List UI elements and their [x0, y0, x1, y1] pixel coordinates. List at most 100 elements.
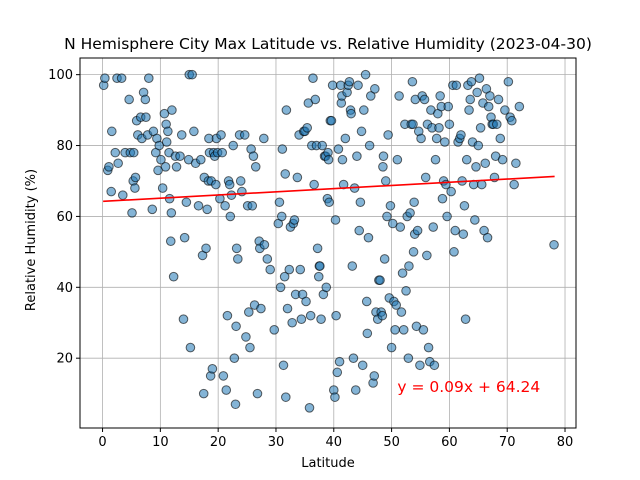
data-point-25 — [141, 112, 151, 122]
data-point-252 — [420, 172, 431, 183]
data-point-213 — [378, 151, 389, 161]
y-tick-label-2: 60 — [56, 210, 73, 225]
data-point-306 — [485, 91, 495, 101]
data-point-37 — [160, 162, 171, 172]
data-point-253 — [422, 250, 432, 261]
data-point-274 — [446, 186, 456, 197]
x-tick-label-3: 30 — [268, 435, 285, 450]
data-point-247 — [415, 360, 425, 371]
data-point-112 — [259, 133, 269, 144]
data-point-148 — [309, 179, 319, 190]
data-point-285 — [460, 314, 471, 324]
data-point-121 — [277, 144, 288, 154]
data-point-186 — [347, 261, 358, 271]
data-point-56 — [185, 342, 196, 353]
data-point-92 — [231, 321, 241, 332]
x-tick-label-4: 40 — [326, 435, 343, 450]
data-point-66 — [202, 204, 212, 215]
data-point-230 — [398, 325, 409, 335]
data-point-136 — [295, 264, 306, 275]
data-point-185 — [346, 108, 356, 119]
data-point-91 — [230, 399, 241, 410]
data-point-5 — [106, 126, 117, 137]
data-point-166 — [326, 115, 337, 126]
data-point-289 — [465, 94, 476, 105]
data-point-262 — [431, 133, 442, 144]
x-tick-label-2: 20 — [210, 435, 227, 450]
data-point-14 — [127, 208, 137, 218]
data-point-276 — [449, 247, 459, 257]
plot-area-frame — [79, 57, 577, 429]
data-point-123 — [279, 271, 290, 282]
data-point-81 — [218, 371, 229, 381]
data-point-215 — [381, 176, 391, 186]
data-point-190 — [352, 151, 362, 161]
data-point-151 — [312, 243, 323, 254]
data-point-178 — [337, 154, 348, 165]
data-point-34 — [156, 154, 166, 165]
data-point-296 — [473, 140, 484, 151]
data-point-267 — [437, 193, 448, 204]
data-point-192 — [354, 225, 365, 236]
data-point-51 — [178, 314, 189, 324]
data-point-128 — [284, 264, 295, 275]
data-point-316 — [500, 105, 510, 115]
data-point-174 — [334, 356, 345, 367]
data-point-115 — [265, 264, 275, 275]
data-point-42 — [164, 193, 175, 204]
data-point-111 — [256, 303, 266, 314]
data-point-261 — [430, 154, 441, 165]
data-point-105 — [248, 151, 259, 161]
data-point-124 — [280, 169, 291, 179]
y-tick-label-4: 100 — [48, 68, 73, 83]
data-point-297 — [474, 73, 485, 84]
data-point-101 — [244, 307, 254, 317]
data-point-44 — [166, 208, 177, 218]
data-point-107 — [250, 162, 261, 172]
data-point-24 — [140, 94, 151, 105]
data-point-61 — [196, 154, 206, 165]
y-tick-label-3: 80 — [56, 139, 73, 154]
data-point-319 — [507, 115, 517, 126]
data-point-214 — [379, 254, 390, 264]
data-point-202 — [365, 91, 376, 101]
data-point-114 — [262, 254, 273, 264]
x-tick-label-0: 0 — [98, 435, 106, 450]
data-point-205 — [370, 84, 380, 94]
data-point-152 — [313, 271, 324, 282]
data-point-320 — [509, 179, 519, 190]
data-point-191 — [353, 80, 363, 91]
data-point-93 — [231, 243, 242, 254]
data-point-8 — [113, 158, 123, 169]
data-point-164 — [324, 197, 334, 208]
data-point-195 — [357, 360, 368, 371]
data-point-313 — [493, 94, 504, 105]
data-point-293 — [470, 215, 480, 225]
data-point-57 — [187, 69, 197, 80]
data-point-16 — [128, 147, 139, 158]
data-point-239 — [408, 119, 418, 130]
data-point-80 — [217, 147, 228, 158]
x-tick-label-8: 80 — [557, 435, 574, 450]
x-tick-label-5: 50 — [383, 435, 400, 450]
data-point-232 — [401, 286, 411, 296]
data-point-17 — [130, 183, 140, 193]
data-point-305 — [483, 101, 494, 112]
data-point-145 — [305, 310, 316, 321]
data-point-79 — [216, 130, 226, 140]
data-point-314 — [495, 133, 506, 144]
data-point-196 — [359, 105, 369, 115]
data-point-235 — [404, 261, 414, 271]
data-point-251 — [419, 94, 430, 105]
data-point-171 — [331, 310, 341, 321]
data-point-269 — [439, 137, 450, 147]
data-point-220 — [386, 342, 397, 353]
data-point-286 — [461, 154, 472, 165]
data-point-1 — [100, 73, 110, 84]
grid-lines — [80, 58, 576, 428]
data-point-60 — [193, 200, 204, 211]
data-point-193 — [355, 197, 366, 208]
data-point-18 — [130, 172, 141, 183]
data-point-9 — [116, 73, 127, 84]
